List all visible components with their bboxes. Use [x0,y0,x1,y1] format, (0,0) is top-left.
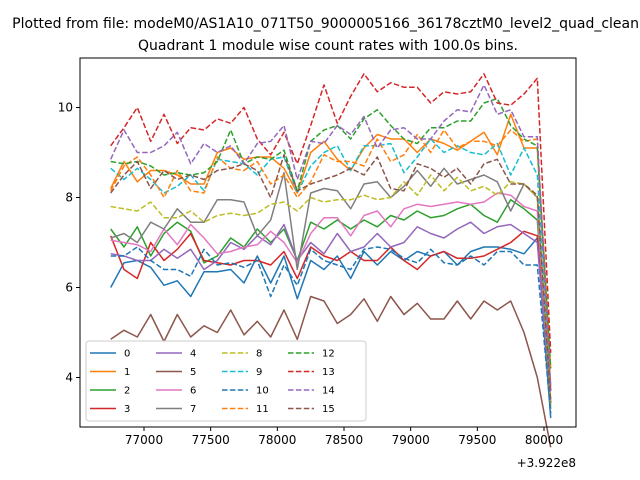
series-line-7 [110,167,552,410]
series-line-14 [110,84,552,392]
x-tick-label: 77000 [125,433,163,447]
series-line-11 [110,129,552,369]
series-line-2 [110,198,552,401]
legend-label-10: 10 [256,386,269,397]
x-tick-label: 79000 [392,433,430,447]
legend-label-7: 7 [190,404,196,415]
series-line-13 [110,73,552,353]
series-line-6 [110,192,552,403]
chart-suptitle: Plotted from file: modeM0/AS1A10_071T50_… [12,16,640,32]
axes-frame [79,57,577,428]
legend-label-8: 8 [256,349,262,360]
x-tick-label: 77500 [192,433,230,447]
x-tick-label: 78000 [258,433,296,447]
series-line-12 [110,97,552,369]
y-tick-label: 4 [65,371,73,385]
legend-label-14: 14 [322,386,335,397]
series-line-3 [110,230,552,392]
y-tick-label: 10 [58,101,73,115]
legend-label-6: 6 [190,386,196,397]
legend-label-3: 3 [124,404,130,415]
chart-title: Quadrant 1 module wise count rates with … [138,38,518,54]
x-tick-label: 80000 [525,433,563,447]
series-line-15 [110,154,552,403]
series-line-8 [110,174,552,405]
plot-lines [110,73,552,448]
x-offset-label: +3.922e8 [517,456,576,470]
legend-label-13: 13 [322,367,335,378]
legend-label-12: 12 [322,349,335,360]
series-line-10 [110,246,552,414]
x-tick-label: 78500 [325,433,363,447]
y-tick-label: 8 [65,191,73,205]
legend-label-4: 4 [190,349,196,360]
legend-label-15: 15 [322,404,335,415]
series-line-0 [110,237,552,419]
legend-label-0: 0 [124,349,130,360]
legend-label-11: 11 [256,404,269,415]
y-axis: 4 6 8 10 [58,101,80,385]
series-line-4 [110,221,552,405]
legend-label-5: 5 [190,367,196,378]
legend-box [85,340,367,422]
y-tick-label: 6 [65,281,73,295]
series-line-1 [110,113,552,387]
legend-label-1: 1 [124,367,130,378]
x-tick-label: 79500 [458,433,496,447]
legend-label-9: 9 [256,367,262,378]
legend-label-2: 2 [124,386,130,397]
series-line-5 [110,295,552,448]
x-axis: 77000 77500 78000 78500 79000 79500 80000 [125,427,563,447]
